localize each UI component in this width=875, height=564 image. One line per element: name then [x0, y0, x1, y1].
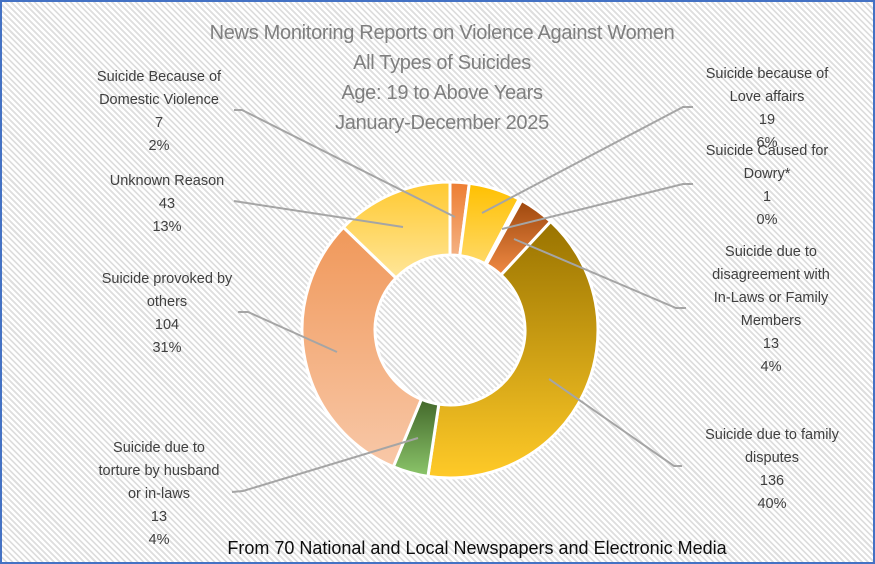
- donut-slice-8: [341, 180, 452, 280]
- label-percent: 2%: [148, 138, 170, 154]
- label-percent: 6%: [756, 135, 778, 151]
- leader-line-love: [481, 106, 693, 214]
- label-text: Dowry*: [743, 166, 791, 182]
- label-value: 7: [154, 115, 164, 131]
- label-text: Suicide Because of: [96, 69, 222, 85]
- data-label-unknown: Unknown Reason 43 13%: [82, 170, 252, 239]
- label-value: 43: [158, 196, 176, 212]
- title-line-2: All Types of Suicides: [353, 52, 531, 74]
- leader-line-provoked: [238, 311, 338, 353]
- title-line-3: Age: 19 to Above Years: [341, 82, 543, 104]
- label-percent: 13%: [152, 219, 182, 235]
- label-percent: 31%: [152, 340, 182, 356]
- chart-footer-source: From 70 National and Local Newspapers an…: [227, 538, 727, 558]
- label-percent: 4%: [760, 359, 782, 375]
- leader-line-family: [548, 378, 682, 467]
- label-text: In-Laws or Family: [713, 290, 829, 306]
- label-text: Suicide provoked by: [101, 271, 233, 287]
- label-text: Members: [740, 313, 802, 329]
- label-value: 13: [150, 509, 168, 525]
- label-percent: 4%: [148, 532, 170, 548]
- leader-line-inlaws: [513, 238, 686, 309]
- label-text: Suicide Caused for: [705, 143, 829, 159]
- title-line-4: January-December 2025: [335, 112, 549, 134]
- label-value: 104: [154, 317, 180, 333]
- data-label-inlaws: Suicide due to disagreement with In-Laws…: [686, 241, 856, 379]
- label-percent: 40%: [757, 496, 787, 512]
- label-text: disputes: [744, 450, 799, 466]
- donut-slice-7: [300, 225, 423, 469]
- label-text: or in-laws: [127, 486, 191, 502]
- data-label-love: Suicide because of Love affairs 19 6%: [682, 63, 852, 155]
- leader-line-unknown: [233, 200, 404, 228]
- label-value: 1: [762, 189, 772, 205]
- label-value: 136: [759, 473, 785, 489]
- label-text: disagreement with: [712, 267, 830, 283]
- leader-line-torture: [231, 437, 419, 493]
- data-label-torture: Suicide due to torture by husband or in-…: [74, 437, 244, 552]
- donut-slice-5: [426, 220, 600, 480]
- data-label-family: Suicide due to family disputes 136 40%: [677, 424, 867, 516]
- leader-line-dowry: [501, 183, 693, 230]
- label-text: Suicide because of: [705, 66, 829, 82]
- label-text: torture by husband: [98, 463, 220, 479]
- label-percent: 0%: [756, 212, 778, 228]
- label-text: others: [146, 294, 188, 310]
- data-label-domestic: Suicide Because of Domestic Violence 7 2…: [74, 66, 244, 158]
- label-text: Love affairs: [729, 89, 805, 105]
- label-text: Suicide due to: [113, 440, 205, 456]
- label-text: Suicide due to family: [705, 427, 839, 443]
- label-text: Suicide due to: [725, 244, 817, 260]
- label-text: Unknown Reason: [109, 173, 225, 189]
- label-value: 19: [758, 112, 776, 128]
- data-label-dowry: Suicide Caused for Dowry* 1 0%: [682, 140, 852, 232]
- leader-line-domestic: [234, 109, 456, 218]
- label-value: 13: [762, 336, 780, 352]
- data-label-provoked: Suicide provoked by others 104 31%: [67, 268, 267, 360]
- title-line-1: News Monitoring Reports on Violence Agai…: [209, 22, 675, 44]
- chart-title: News Monitoring Reports on Violence Agai…: [142, 18, 742, 138]
- label-text: Domestic Violence: [99, 92, 219, 108]
